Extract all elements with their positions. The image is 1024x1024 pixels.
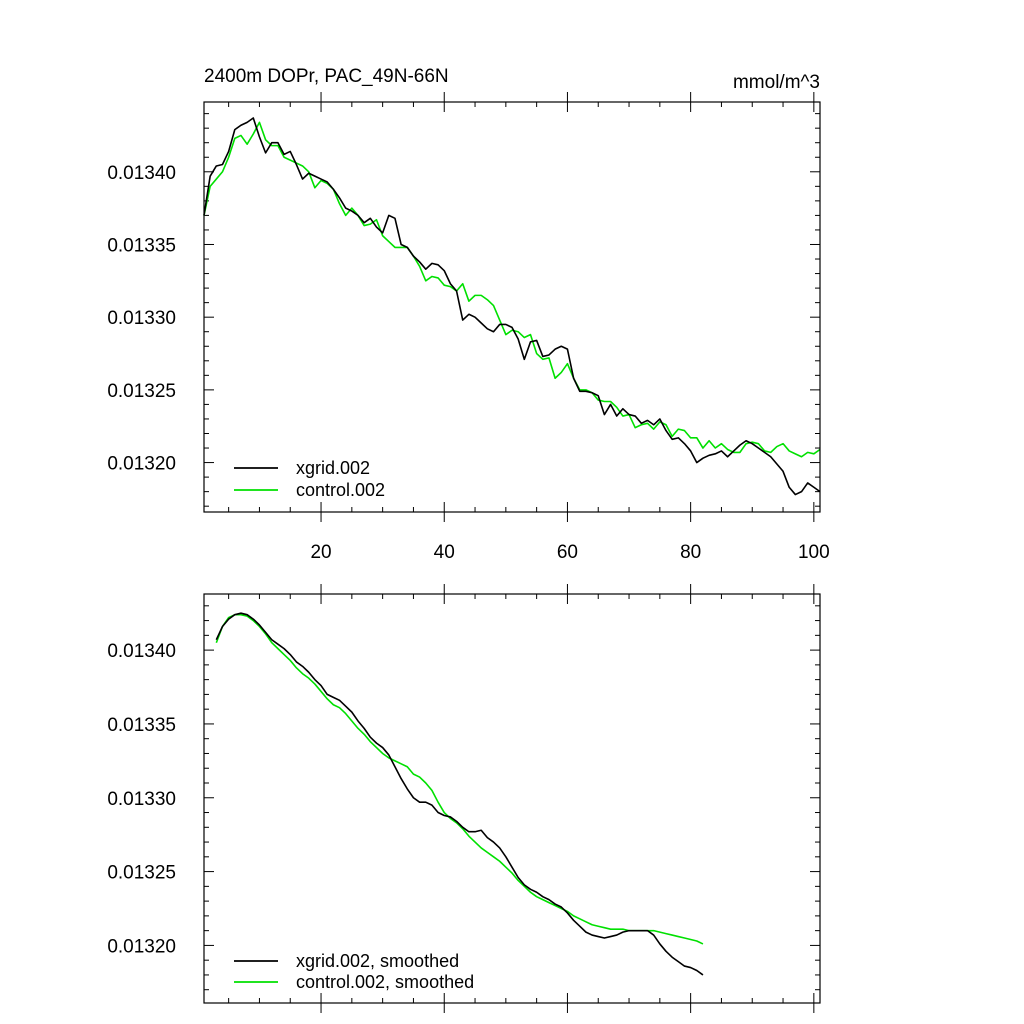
y-tick-label: 0.01340 <box>107 641 176 662</box>
y-tick-label: 0.01330 <box>107 789 176 810</box>
top-plot-frame <box>203 101 821 513</box>
bottom-series <box>215 612 704 976</box>
x-tick-label: 80 <box>680 542 701 563</box>
y-tick-label: 0.01320 <box>107 454 176 475</box>
y-tick-label: 0.01330 <box>107 308 176 329</box>
legend-label-control: control.002 <box>296 480 385 500</box>
x-tick-label: 20 <box>310 542 331 563</box>
series-line-control <box>203 121 821 458</box>
top-grid-ticks: 0.01320 0.01325 0.01330 0.01335 0.01340 20 40 6… <box>107 92 830 563</box>
series-line-xgrid-smoothed <box>215 612 704 976</box>
bottom-legend: xgrid.002, smoothed control.002, smoothe… <box>234 951 474 992</box>
bottom-grid-ticks: 0.01320 0.01325 0.01330 0.01335 0.01340 <box>107 584 820 1013</box>
series-line-xgrid <box>203 117 821 496</box>
y-tick-label: 0.01340 <box>107 163 176 184</box>
legend-label-xgrid: xgrid.002 <box>296 458 370 478</box>
legend-label-xgrid-smoothed: xgrid.002, smoothed <box>296 951 459 971</box>
legend-label-control-smoothed: control.002, smoothed <box>296 972 474 992</box>
top-legend: xgrid.002 control.002 <box>234 458 385 500</box>
y-tick-label: 0.01335 <box>107 715 176 736</box>
units-label: mmol/m^3 <box>733 72 820 93</box>
y-tick-label: 0.01335 <box>107 235 176 256</box>
x-tick-label: 60 <box>557 542 578 563</box>
y-tick-label: 0.01325 <box>107 863 176 884</box>
top-series <box>203 117 821 496</box>
chart-title: 2400m DOPr, PAC_49N-66N <box>204 66 449 87</box>
y-tick-label: 0.01320 <box>107 936 176 957</box>
panel-bottom: 0.01320 0.01325 0.01330 0.01335 0.01340 xgri… <box>107 584 821 1013</box>
panel-top: 2400m DOPr, PAC_49N-66N mmol/m^3 0.01320… <box>107 66 829 563</box>
series-line-control-smoothed <box>215 613 704 945</box>
x-tick-label: 40 <box>434 542 455 563</box>
y-tick-label: 0.01325 <box>107 381 176 402</box>
x-tick-label: 100 <box>798 542 830 563</box>
bottom-plot-frame <box>203 593 821 1004</box>
